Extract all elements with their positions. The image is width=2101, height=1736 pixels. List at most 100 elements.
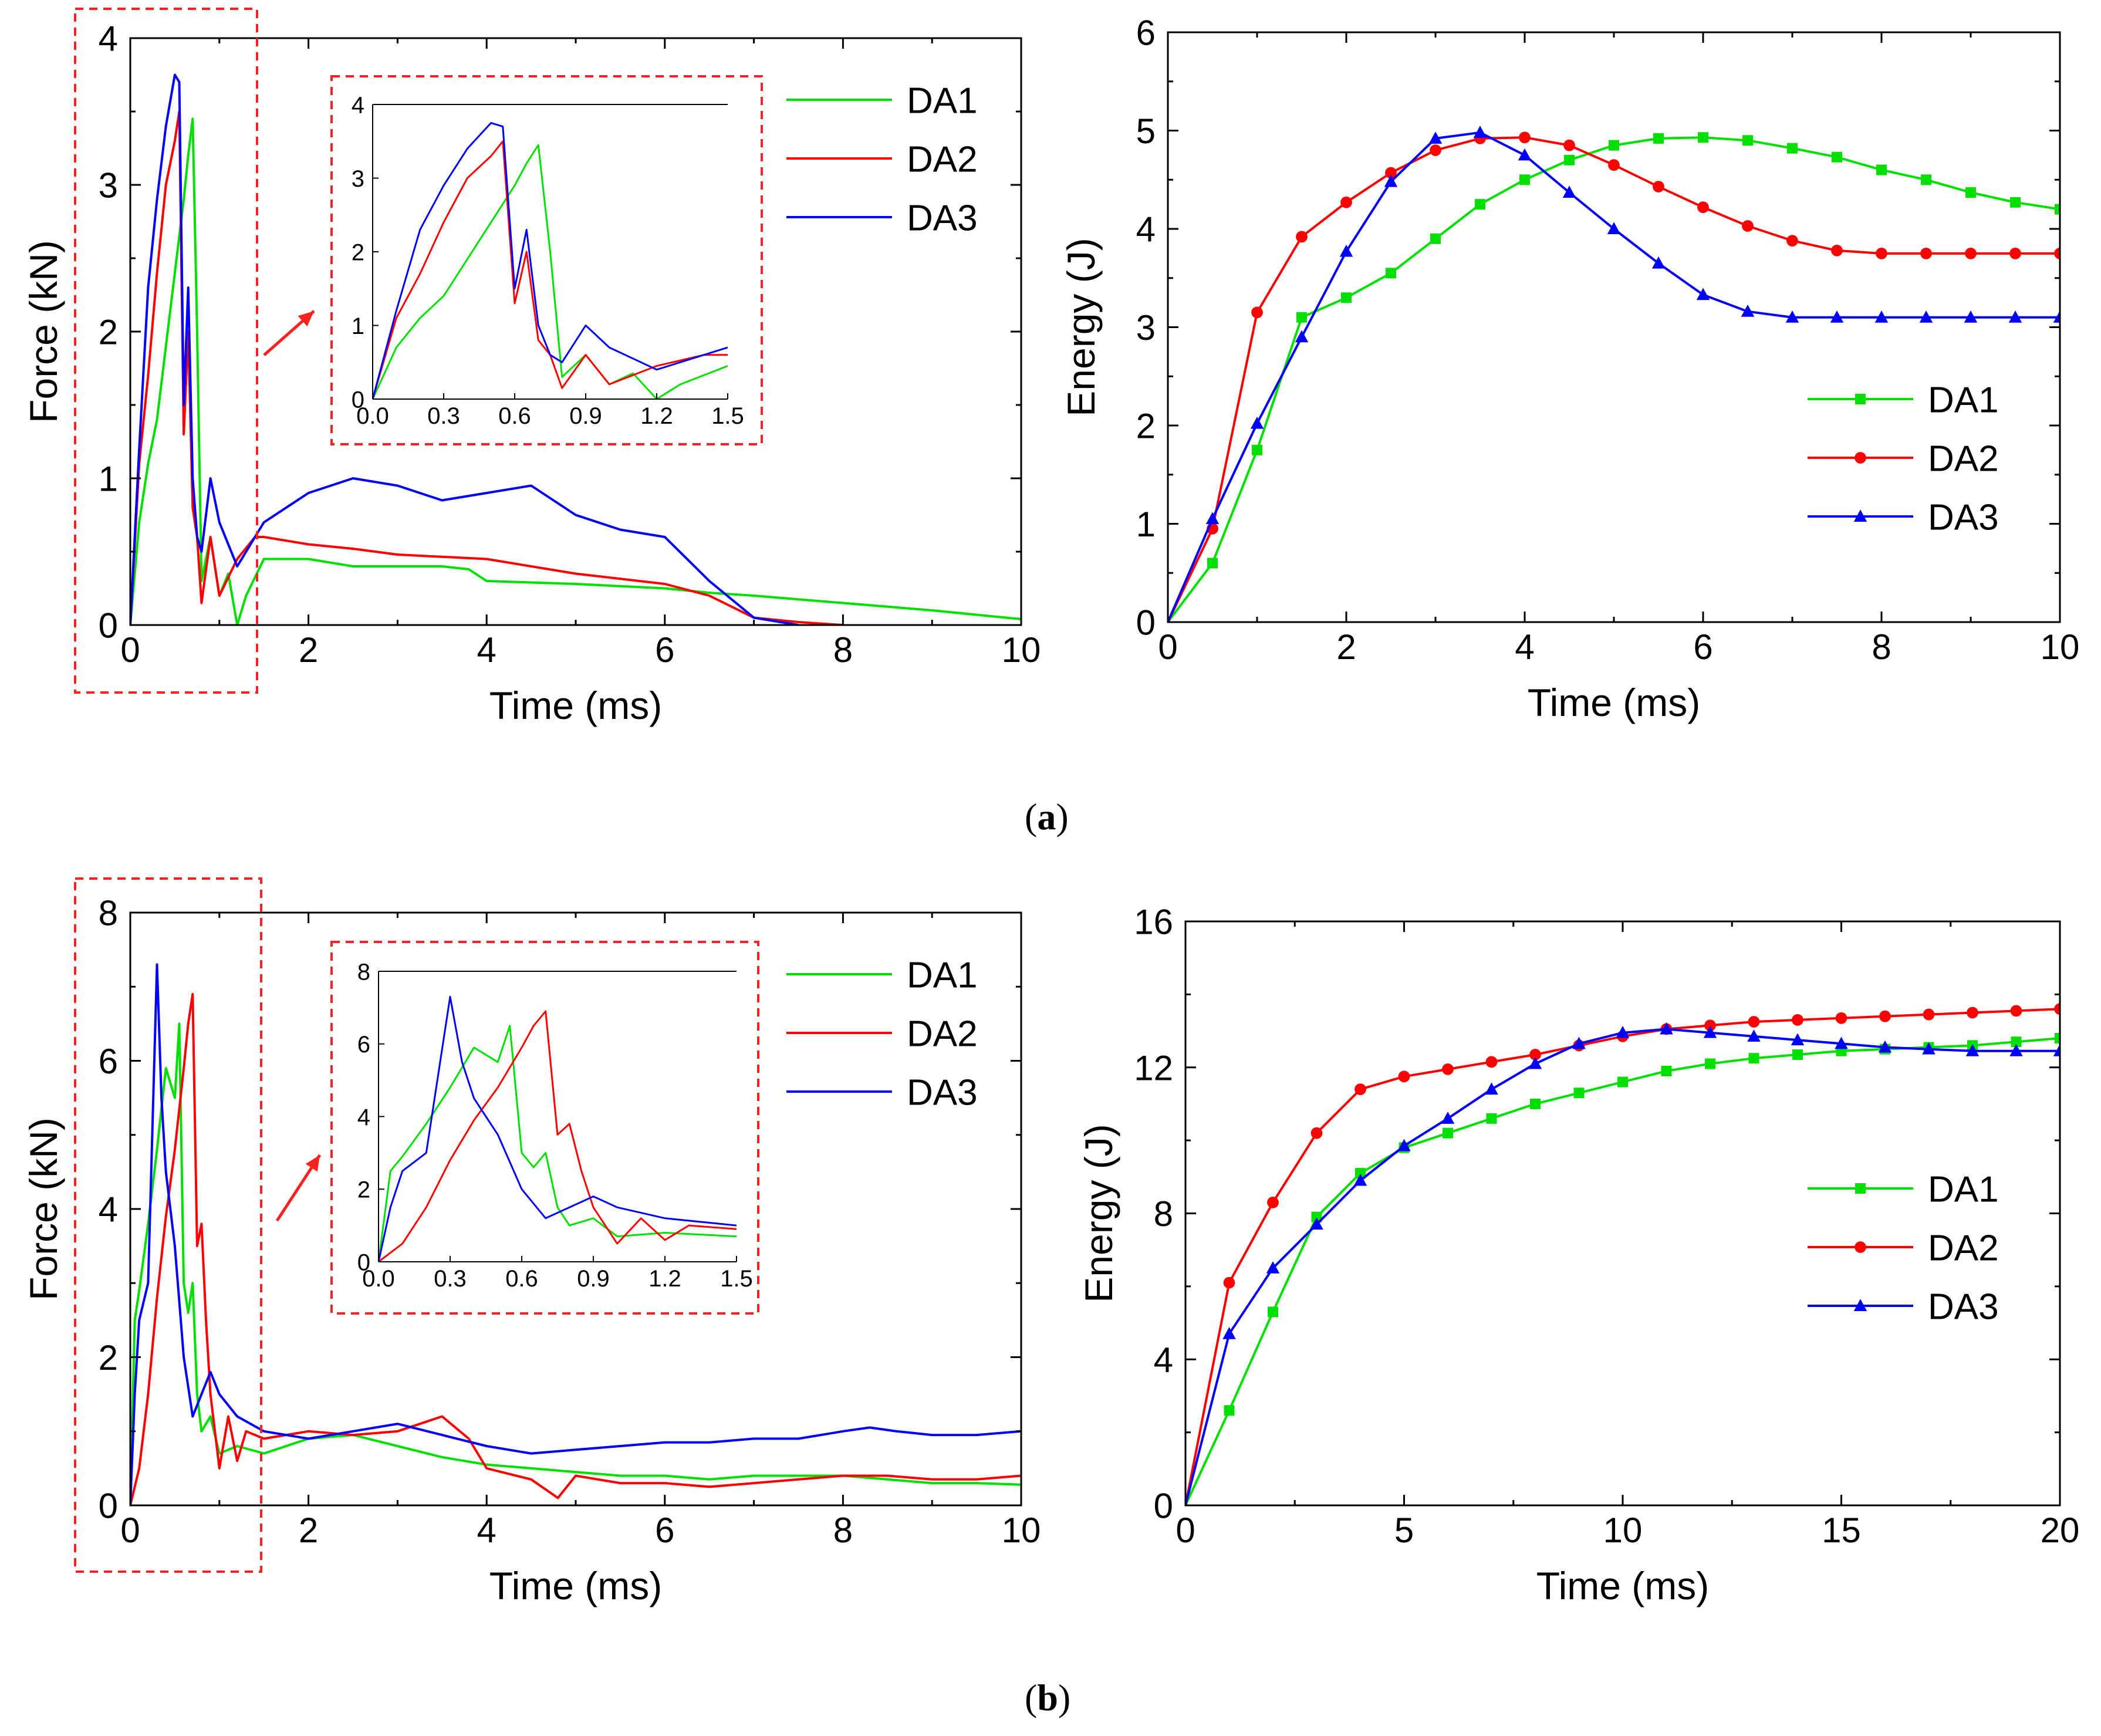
point-marker [1922, 1042, 1936, 1055]
y-tick-label: 4 [99, 1190, 118, 1230]
point-marker [2055, 204, 2060, 215]
point-marker [1920, 247, 1932, 259]
x-tick-label: 4 [477, 630, 496, 670]
x-tick-label: 0.3 [434, 1266, 467, 1292]
series-group [130, 963, 1021, 1505]
series-line-da2 [1168, 136, 2060, 622]
x-tick-label: 2 [299, 1511, 318, 1550]
series-line-da3 [1168, 131, 2060, 622]
x-tick-label: 0 [1158, 627, 1177, 667]
point-marker [2009, 247, 2021, 259]
caption-b-label: b [1037, 1677, 1058, 1718]
point-marker [1874, 310, 1889, 323]
point-marker [2010, 197, 2021, 208]
point-marker [1748, 1053, 1759, 1064]
point-marker [1792, 1014, 1803, 1026]
point-marker [1855, 452, 1866, 464]
y-axis-label: Energy (J) [1059, 238, 1103, 416]
point-marker [1747, 1029, 1761, 1042]
point-marker [1266, 1261, 1280, 1274]
point-marker [1653, 133, 1664, 144]
point-marker [1398, 1070, 1410, 1083]
point-marker [1651, 256, 1666, 269]
x-tick-label: 6 [1693, 627, 1712, 667]
point-marker [1653, 181, 1664, 192]
point-marker [1223, 1276, 1235, 1289]
point-marker [1607, 222, 1621, 234]
x-tick-label: 1.2 [640, 403, 673, 429]
inset-frame [330, 941, 759, 1315]
x-tick-label: 4 [1515, 627, 1534, 667]
point-marker [1741, 305, 1755, 317]
y-tick-label: 6 [99, 1042, 118, 1081]
legend-label-da3: DA3 [907, 198, 978, 238]
x-tick-label: 2 [1336, 627, 1356, 667]
point-marker [2008, 310, 2022, 323]
point-marker [1617, 1076, 1628, 1087]
point-marker [1705, 1058, 1715, 1069]
point-marker [1441, 1112, 1455, 1124]
series-line-da3 [379, 995, 737, 1262]
point-marker [1563, 139, 1575, 151]
point-marker [1835, 1036, 1848, 1049]
point-marker [1787, 143, 1798, 154]
caption-a-label: a [1037, 796, 1056, 837]
y-tick-label: 5 [1136, 112, 1156, 151]
y-tick-label: 12 [1134, 1048, 1173, 1087]
x-tick-label: 0 [1176, 1511, 1195, 1550]
x-tick-label: 0 [120, 630, 140, 670]
point-marker [1965, 187, 1976, 198]
point-marker [1661, 1065, 1672, 1076]
x-axis-label: Time (ms) [1536, 1564, 1710, 1607]
point-marker [1430, 144, 1441, 156]
point-marker [1698, 132, 1708, 143]
point-marker [1608, 159, 1620, 171]
x-tick-label: 4 [477, 1511, 496, 1550]
y-tick-label: 16 [1134, 903, 1173, 942]
chart-b-force: 0 2 4 6 8 10 0 2 4 6 8 Time (ms) Force (kN) DA1 DA2 DA3 [22, 894, 1041, 1607]
point-marker [1386, 268, 1396, 279]
x-tick-label: 8 [833, 630, 853, 670]
point-marker [1742, 135, 1753, 146]
legend-label-da2: DA2 [1928, 438, 1999, 479]
point-marker [1267, 1196, 1279, 1208]
y-tick-label: 0 [99, 1487, 118, 1526]
point-marker [1224, 1405, 1235, 1416]
legend: DA1 DA2 DA3 [786, 80, 978, 238]
point-marker [1965, 1044, 1980, 1056]
series-group [1168, 126, 2060, 622]
point-marker [1486, 1113, 1497, 1124]
point-marker [1385, 167, 1397, 179]
y-tick-label: 0 [1154, 1487, 1173, 1526]
x-axis-label: Time (ms) [489, 1564, 663, 1607]
point-marker [1355, 1168, 1366, 1179]
point-marker [1853, 509, 1867, 522]
caption-b: (b) [1025, 1677, 1071, 1718]
point-marker [1879, 1010, 1891, 1022]
series-group [130, 73, 1021, 625]
x-tick-label: 1.5 [711, 403, 744, 429]
series-group [379, 995, 737, 1262]
series-line-da3 [130, 73, 799, 625]
point-marker [1519, 174, 1530, 185]
y-tick-label: 8 [99, 894, 118, 933]
point-marker [1855, 1183, 1866, 1194]
y-tick-label: 1 [1136, 505, 1156, 544]
y-tick-label: 2 [99, 1338, 118, 1377]
point-marker [1475, 199, 1485, 210]
legend-label-da1: DA1 [1928, 1169, 1999, 1210]
legend-label-da1: DA1 [907, 955, 978, 995]
point-marker [1564, 154, 1575, 166]
x-axis-label: Time (ms) [489, 684, 663, 727]
point-marker [1964, 310, 1978, 323]
x-tick-label: 8 [1872, 627, 1891, 667]
point-marker [1785, 310, 1799, 323]
y-tick-label: 1 [99, 460, 118, 499]
point-marker [1830, 310, 1844, 323]
point-marker [1876, 164, 1887, 175]
series-group [1185, 1003, 2060, 1505]
series-line-da1 [1185, 1037, 2060, 1505]
